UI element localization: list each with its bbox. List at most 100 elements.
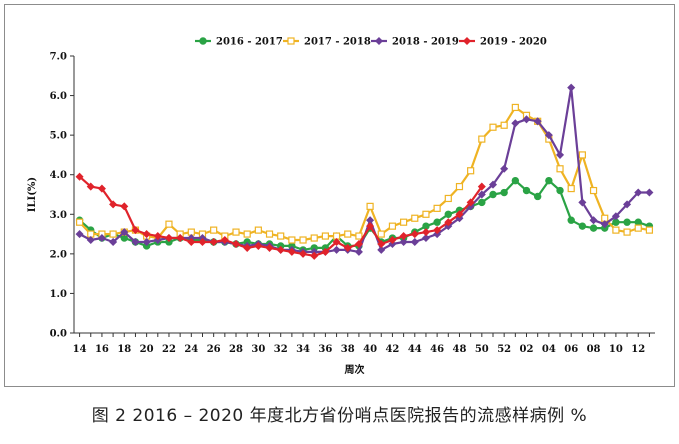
series-point <box>634 188 643 197</box>
series-point <box>444 210 452 218</box>
series-point <box>75 218 84 226</box>
series-point <box>556 165 564 173</box>
series-point <box>489 190 497 199</box>
series-point <box>600 220 609 229</box>
series-line <box>79 86 650 253</box>
series-point <box>511 176 520 185</box>
series-point <box>354 239 363 248</box>
series-point <box>589 216 598 225</box>
series-point <box>344 230 352 238</box>
x-tick-label: 48 <box>453 344 467 355</box>
series-point <box>366 202 374 210</box>
x-tick-label: 36 <box>318 344 332 355</box>
series-point <box>411 214 419 222</box>
x-tick-label: 38 <box>341 344 355 355</box>
legend-item-1: 2016 - 2017 <box>195 37 283 48</box>
series-point <box>488 180 498 189</box>
ili-line-chart: 0.0 1.0 2.0 3.0 4.0 5.0 6.0 7.0 14 16 18 20 22 24 26 28… <box>27 37 655 376</box>
series-point <box>142 230 151 239</box>
y-tick-label: 1.0 <box>50 289 67 300</box>
series-point <box>589 186 598 195</box>
y-tick-label: 4.0 <box>50 170 67 181</box>
series-point <box>276 245 285 254</box>
series-point <box>556 150 565 159</box>
x-tick-label: 02 <box>520 344 534 355</box>
series-point <box>75 172 84 181</box>
series-point <box>299 249 308 258</box>
series-point <box>500 121 508 129</box>
series-point <box>578 198 587 207</box>
series-point <box>355 232 363 240</box>
series-point <box>354 247 363 256</box>
x-tick-label: 10 <box>609 344 623 355</box>
series-point <box>220 235 229 245</box>
y-tick-label: 0.0 <box>50 329 67 340</box>
series-point <box>265 243 274 252</box>
series-point <box>611 212 620 221</box>
series-point <box>109 200 118 209</box>
series-point <box>210 226 218 234</box>
series-point <box>444 194 452 203</box>
series-point <box>478 135 486 143</box>
series-point <box>545 176 553 185</box>
series-point <box>377 230 385 238</box>
series-point <box>310 251 319 260</box>
series-point <box>97 234 106 243</box>
series-point <box>567 83 576 92</box>
series-point <box>131 226 140 235</box>
series-point <box>500 188 508 197</box>
series-point <box>589 224 598 232</box>
legend-item-3: 2018 - 2019 <box>371 37 459 48</box>
series-point <box>254 241 263 250</box>
series-1 <box>75 176 654 254</box>
series-point <box>645 188 654 197</box>
series-point <box>422 210 430 218</box>
series-point <box>567 184 575 193</box>
legend-label: 2017 - 2018 <box>304 37 371 48</box>
series-point <box>187 237 196 247</box>
series-point <box>477 182 486 191</box>
series-point <box>578 151 586 159</box>
series-point <box>399 232 408 241</box>
series-point <box>489 123 497 131</box>
series-point <box>444 218 453 227</box>
chart-series-layer <box>75 83 654 260</box>
legend-swatch-marker <box>374 36 384 46</box>
series-point <box>164 234 173 243</box>
x-tick-label: 34 <box>296 344 310 355</box>
y-tick-label: 6.0 <box>50 91 67 102</box>
series-point <box>254 226 262 234</box>
x-tick-label: 28 <box>229 344 243 355</box>
x-tick-label: 12 <box>631 344 645 355</box>
series-point <box>243 230 251 238</box>
y-tick-label: 3.0 <box>50 210 67 221</box>
series-point <box>97 184 106 193</box>
series-point <box>567 216 575 224</box>
series-point <box>645 226 654 234</box>
x-tick-label: 18 <box>117 344 131 355</box>
series-point <box>433 218 441 226</box>
x-tick-label: 44 <box>408 344 422 355</box>
y-tick-label: 5.0 <box>50 131 67 142</box>
series-point <box>388 235 397 245</box>
series-point <box>467 167 475 175</box>
series-point <box>243 243 252 252</box>
legend-swatch-marker <box>287 37 295 45</box>
series-point <box>120 228 129 237</box>
series-point <box>433 204 441 212</box>
y-tick-label: 7.0 <box>50 52 67 63</box>
series-point <box>533 192 542 201</box>
series-point <box>343 243 352 252</box>
series-point <box>277 232 285 240</box>
series-point <box>198 237 207 247</box>
series-point <box>511 119 520 128</box>
series-point <box>388 222 397 230</box>
legend-item-4: 2019 - 2020 <box>459 37 547 48</box>
x-tick-label: 04 <box>542 344 556 355</box>
chart-axes: 0.0 1.0 2.0 3.0 4.0 5.0 6.0 7.0 14 16 18 20 22 24 26 28… <box>27 52 655 376</box>
x-tick-label: 26 <box>207 344 221 355</box>
series-point <box>612 226 620 234</box>
series-point <box>75 230 84 239</box>
series-point <box>332 237 341 247</box>
series-point <box>142 237 151 247</box>
